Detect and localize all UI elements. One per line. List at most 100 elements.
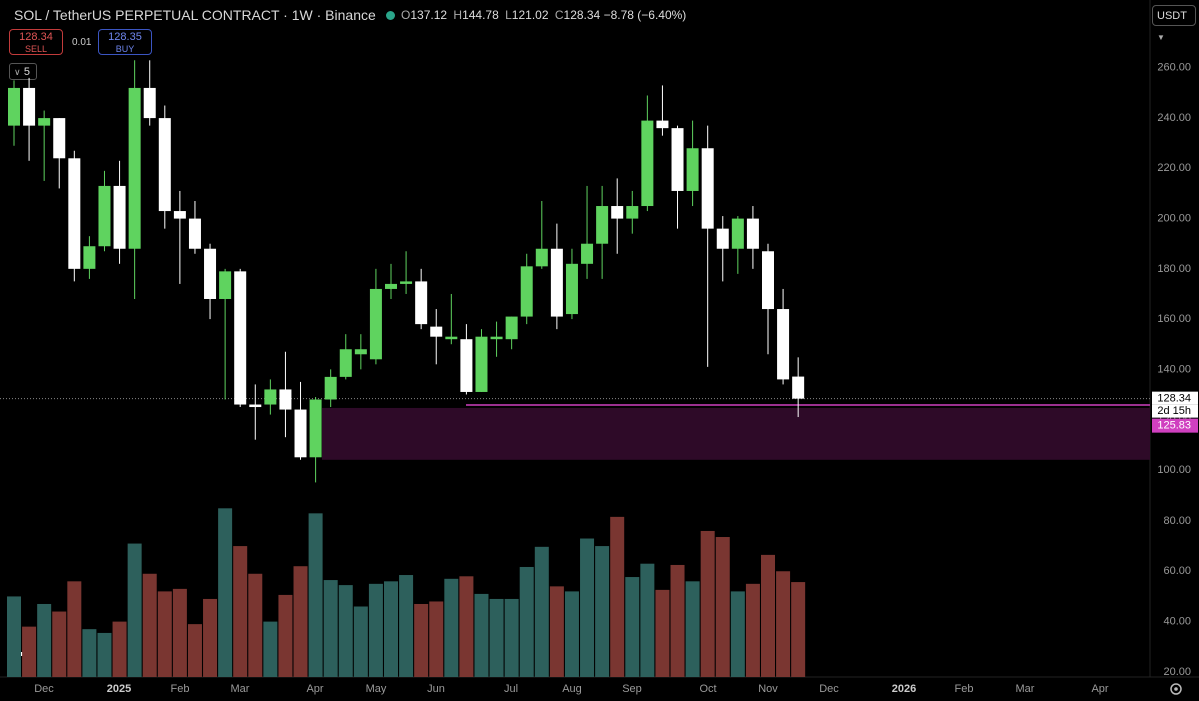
x-tick-label: Sep xyxy=(622,683,642,695)
volume-bar xyxy=(474,593,489,677)
volume-bar xyxy=(761,554,775,677)
volume-bar xyxy=(791,582,806,677)
buy-price: 128.35 xyxy=(108,31,142,43)
sell-label: SELL xyxy=(24,44,48,54)
currency-select[interactable]: USDT ▼ xyxy=(1152,5,1196,42)
candle-body xyxy=(53,118,66,159)
candle-body xyxy=(777,309,790,380)
x-tick-label: Apr xyxy=(306,683,323,695)
countdown: 2d 15h xyxy=(1157,405,1191,417)
candle-body xyxy=(460,339,473,392)
volume-bar xyxy=(776,571,791,677)
candle-body xyxy=(671,128,684,191)
status-dot xyxy=(385,11,395,20)
candle-body xyxy=(445,336,458,340)
candle-body xyxy=(716,228,729,249)
candle-body xyxy=(68,158,81,269)
candle-body xyxy=(279,389,292,410)
volume-bar xyxy=(22,626,37,677)
volume-bar xyxy=(730,591,745,677)
settings-icon[interactable] xyxy=(1170,683,1182,695)
x-tick-label: Aug xyxy=(562,683,582,695)
x-tick-label: Mar xyxy=(231,683,250,695)
candle-body xyxy=(264,389,277,405)
x-tick-label: 2025 xyxy=(107,683,131,695)
ohlc-value: 137.12 xyxy=(410,8,448,22)
y-tick-label: 220.00 xyxy=(1157,162,1191,174)
volume-bar xyxy=(127,543,142,677)
candle-body xyxy=(746,218,759,249)
volume-bar xyxy=(459,576,474,677)
candle-body xyxy=(113,185,126,249)
candle-body xyxy=(354,349,367,355)
volume-bar xyxy=(519,566,534,677)
candle-body xyxy=(339,349,352,377)
price-label: 128.34 xyxy=(1157,393,1191,405)
volume-tick-label: 20.00 xyxy=(1163,666,1191,678)
y-tick-label: 260.00 xyxy=(1157,62,1191,74)
candle-body xyxy=(219,271,232,299)
volume-bar xyxy=(293,566,308,677)
indicator-toggle[interactable]: ∨ 5 xyxy=(9,63,37,80)
y-tick-label: 180.00 xyxy=(1157,263,1191,275)
candle-body xyxy=(505,316,518,340)
candle-body xyxy=(535,248,548,267)
x-tick-label: Jun xyxy=(427,683,445,695)
candle-body xyxy=(83,246,96,269)
volume-bar xyxy=(399,575,414,677)
demand-zone xyxy=(322,407,1150,460)
ohlc: O137.12 H144.78 L121.02 C128.34 −8.78 (−… xyxy=(398,8,686,22)
x-tick-label: Apr xyxy=(1091,683,1108,695)
x-tick-label: May xyxy=(366,683,387,695)
price-label-box xyxy=(1152,391,1198,405)
candle-body xyxy=(641,120,654,207)
candle-body xyxy=(204,248,217,299)
volume-tick-label: 40.00 xyxy=(1163,616,1191,628)
candle-body xyxy=(686,148,699,191)
candle-body xyxy=(581,243,594,264)
volume-bar xyxy=(323,580,338,677)
volume-bar xyxy=(172,588,187,677)
volume-tick-label: 80.00 xyxy=(1163,515,1191,527)
volume-bar xyxy=(700,530,715,677)
volume-bar xyxy=(444,578,459,677)
candle-body xyxy=(762,251,774,310)
volume-bar xyxy=(429,601,444,677)
volume-bar xyxy=(52,611,67,677)
volume-bar xyxy=(549,586,564,677)
volume-bar xyxy=(187,624,202,677)
x-tick-label: 2026 xyxy=(892,683,916,695)
x-tick-label: Feb xyxy=(171,683,190,695)
volume-bar xyxy=(534,546,549,677)
candle-body xyxy=(792,376,805,399)
y-tick-label: 240.00 xyxy=(1157,112,1191,124)
ohlc-key: C xyxy=(554,8,564,22)
volume-bar xyxy=(715,537,730,677)
sell-button[interactable]: 128.34 SELL xyxy=(9,29,63,55)
candle-body xyxy=(475,336,488,392)
volume-bar xyxy=(564,591,579,677)
volume-bar xyxy=(625,577,640,677)
ohlc-key: L xyxy=(505,8,512,22)
volume-bar xyxy=(580,538,595,677)
volume-bar xyxy=(414,603,429,677)
y-tick-label: 140.00 xyxy=(1157,363,1191,375)
candle-body xyxy=(249,404,262,408)
candle-body xyxy=(701,148,714,229)
candle-body xyxy=(385,283,397,289)
buy-label: BUY xyxy=(115,44,135,54)
x-tick-label: Jul xyxy=(504,683,518,695)
candle-body xyxy=(596,206,609,244)
candle-body xyxy=(128,87,141,249)
x-tick-label: Feb xyxy=(955,683,974,695)
y-tick-label: 200.00 xyxy=(1157,212,1191,224)
candle-body xyxy=(324,376,337,400)
y-tick-label: 100.00 xyxy=(1157,464,1191,476)
x-tick-label: Oct xyxy=(699,683,716,695)
candle-body xyxy=(490,336,503,340)
buy-button[interactable]: 128.35 BUY xyxy=(98,29,152,55)
indicator-count: 5 xyxy=(23,66,30,78)
volume-bar xyxy=(82,629,97,677)
